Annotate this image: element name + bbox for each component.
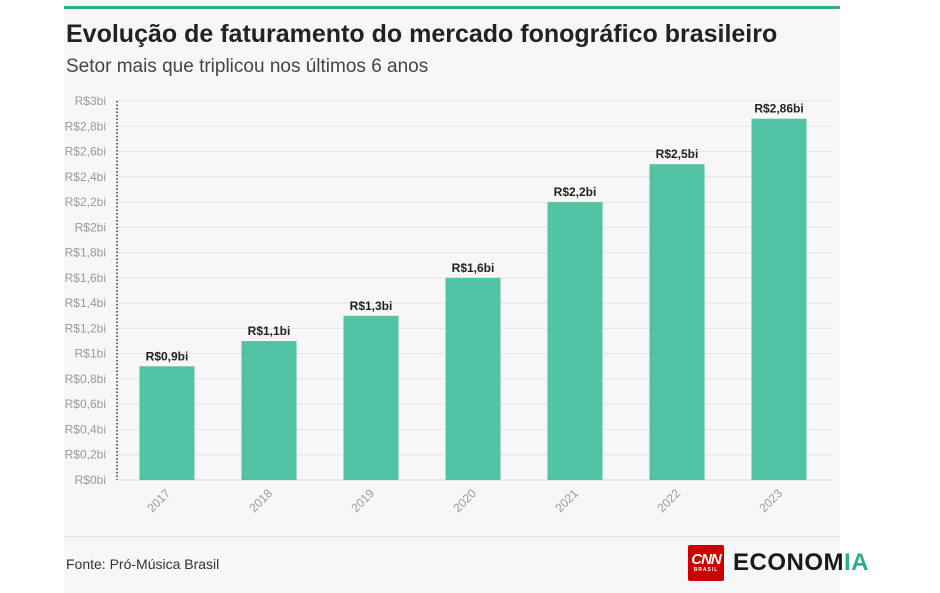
bar-2018 bbox=[242, 341, 297, 480]
x-tick-label: 2017 bbox=[144, 486, 173, 515]
data-label: R$2,2bi bbox=[554, 185, 597, 199]
data-label: R$2,86bi bbox=[754, 102, 803, 116]
y-tick-label: R$0bi bbox=[75, 473, 106, 487]
economia-wordmark-accent: IA bbox=[844, 549, 869, 576]
cnn-logo-word: CNN bbox=[691, 552, 721, 567]
data-label: R$1,6bi bbox=[452, 261, 495, 275]
y-tick-label: R$2,6bi bbox=[65, 145, 106, 159]
y-tick-label: R$1,4bi bbox=[65, 296, 106, 310]
x-tick-label: 2019 bbox=[348, 486, 377, 515]
y-tick-label: R$0,2bi bbox=[65, 448, 106, 462]
x-tick-label: 2022 bbox=[654, 486, 683, 515]
cnn-brasil-logo: CNN BRASIL bbox=[688, 545, 724, 581]
data-label: R$1,1bi bbox=[248, 324, 291, 338]
y-tick-label: R$0,6bi bbox=[65, 397, 106, 411]
y-tick-label: R$0,4bi bbox=[65, 422, 106, 436]
x-tick-label: 2020 bbox=[450, 486, 479, 515]
y-tick-label: R$3bi bbox=[75, 94, 106, 108]
economia-wordmark-main: ECONOM bbox=[733, 549, 844, 576]
data-label: R$2,5bi bbox=[656, 147, 699, 161]
y-tick-label: R$2,2bi bbox=[65, 195, 106, 209]
y-tick-label: R$2,8bi bbox=[65, 119, 106, 133]
y-tick-label: R$2,4bi bbox=[65, 170, 106, 184]
x-tick-label: 2018 bbox=[246, 486, 275, 515]
x-tick-label: 2021 bbox=[552, 486, 581, 515]
bar-chart: R$0bi R$0,2bi R$0,4bi R$0,6bi R$0,8bi R$1bi R$… bbox=[0, 0, 940, 593]
y-tick-label: R$1,6bi bbox=[65, 271, 106, 285]
x-tick-label: 2023 bbox=[756, 486, 785, 515]
y-tick-label: R$1,8bi bbox=[65, 246, 106, 260]
source-note: Fonte: Pró-Música Brasil bbox=[66, 556, 219, 572]
bar-2020 bbox=[446, 278, 501, 480]
y-tick-label: R$0,8bi bbox=[65, 372, 106, 386]
bar-2019 bbox=[344, 316, 399, 480]
bar-2022 bbox=[650, 164, 705, 480]
y-tick-label: R$1,2bi bbox=[65, 321, 106, 335]
y-tick-label: R$1bi bbox=[75, 347, 106, 361]
bar-2023 bbox=[752, 119, 807, 480]
economia-wordmark: ECONOMIA bbox=[733, 549, 869, 577]
data-label: R$0,9bi bbox=[146, 349, 189, 363]
cnn-logo-sub: BRASIL bbox=[694, 567, 719, 574]
y-tick-label: R$2bi bbox=[75, 220, 106, 234]
bar-2021 bbox=[548, 202, 603, 480]
data-label: R$1,3bi bbox=[350, 299, 393, 313]
bar-2017 bbox=[140, 366, 195, 480]
footer-divider bbox=[64, 536, 840, 537]
cnn-brasil-economia-logo: CNN BRASIL ECONOMIA bbox=[688, 545, 869, 581]
